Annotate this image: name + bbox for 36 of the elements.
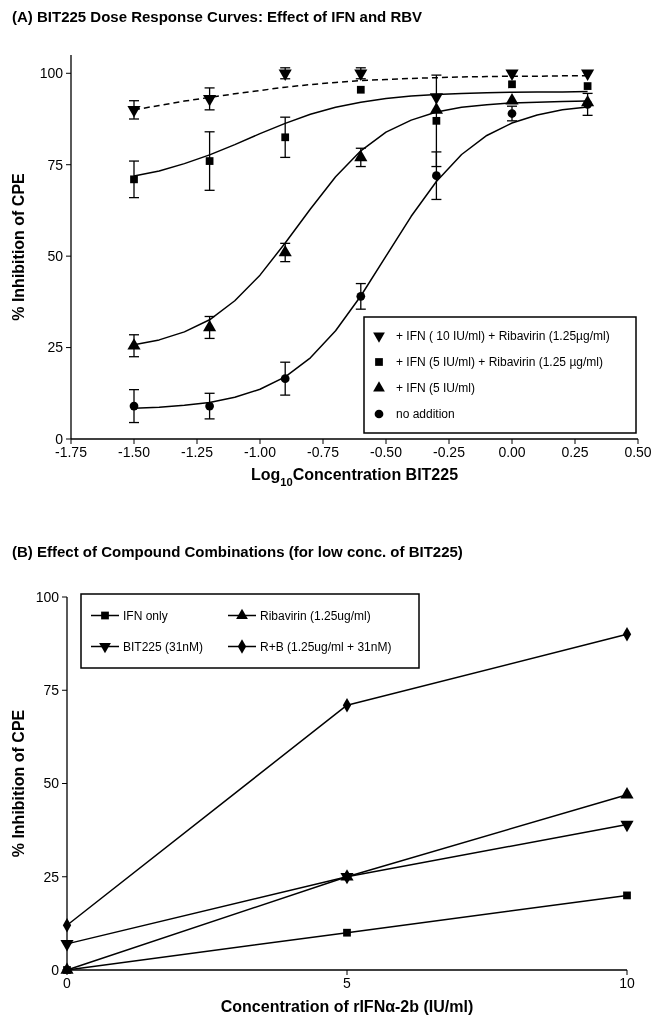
x-tick-label: -1.50 [118,444,151,460]
y-tick-label: 0 [51,961,60,978]
y-tick-label: 100 [39,65,64,82]
legend-label: + IFN (5 IU/ml) [396,381,476,396]
y-axis-title: % Inhibition of CPE [10,709,27,858]
x-tick-label: -1.75 [55,444,88,460]
y-tick-label: 50 [43,775,60,792]
y-tick-label: 25 [47,339,64,356]
y-tick-label: 100 [35,588,60,605]
x-tick-label: 5 [343,975,352,991]
x-tick-label: -0.50 [370,444,403,460]
x-tick-label: -1.25 [181,444,214,460]
x-axis-title: Log$_{10}$Concentration BIT225 [250,466,459,488]
legend-label: BIT225 (31nM) [123,639,204,654]
legend-label: Ribavirin (1.25ug/ml) [260,608,371,623]
legend-label: R+B (1.25ug/ml + 31nM) [260,639,392,654]
y-tick-label: 50 [47,248,64,265]
y-tick-label: 75 [47,156,64,173]
legend-label: + IFN (5 IU/ml) + Ribavirin (1.25 µg/ml) [396,355,603,370]
chart-title: (B) Effect of Compound Combinations (for low conc. of BIT225) [12,543,463,560]
x-tick-label: 0.25 [561,444,589,460]
x-tick-label: 0.00 [498,444,526,460]
legend-label: + IFN ( 10 IU/ml) + Ribavirin (1.25µg/ml) [396,329,610,344]
x-axis-title: Concentration of rIFNα-2b (IU/ml) [220,998,474,1015]
x-tick-label: -0.75 [307,444,340,460]
legend-label: IFN only [123,608,168,623]
y-axis-title: % Inhibition of CPE [10,172,27,321]
x-tick-label: 10 [619,975,635,991]
x-tick-label: -0.25 [433,444,466,460]
legend-label: no addition [396,407,455,422]
y-tick-label: 25 [43,868,60,885]
x-tick-label: -1.00 [244,444,277,460]
chart-title: (A) BIT225 Dose Response Curves: Effect of IFN and RBV [12,8,423,25]
y-tick-label: 75 [43,682,60,699]
y-tick-label: 0 [55,430,64,447]
x-tick-label: 0.50 [624,444,652,460]
